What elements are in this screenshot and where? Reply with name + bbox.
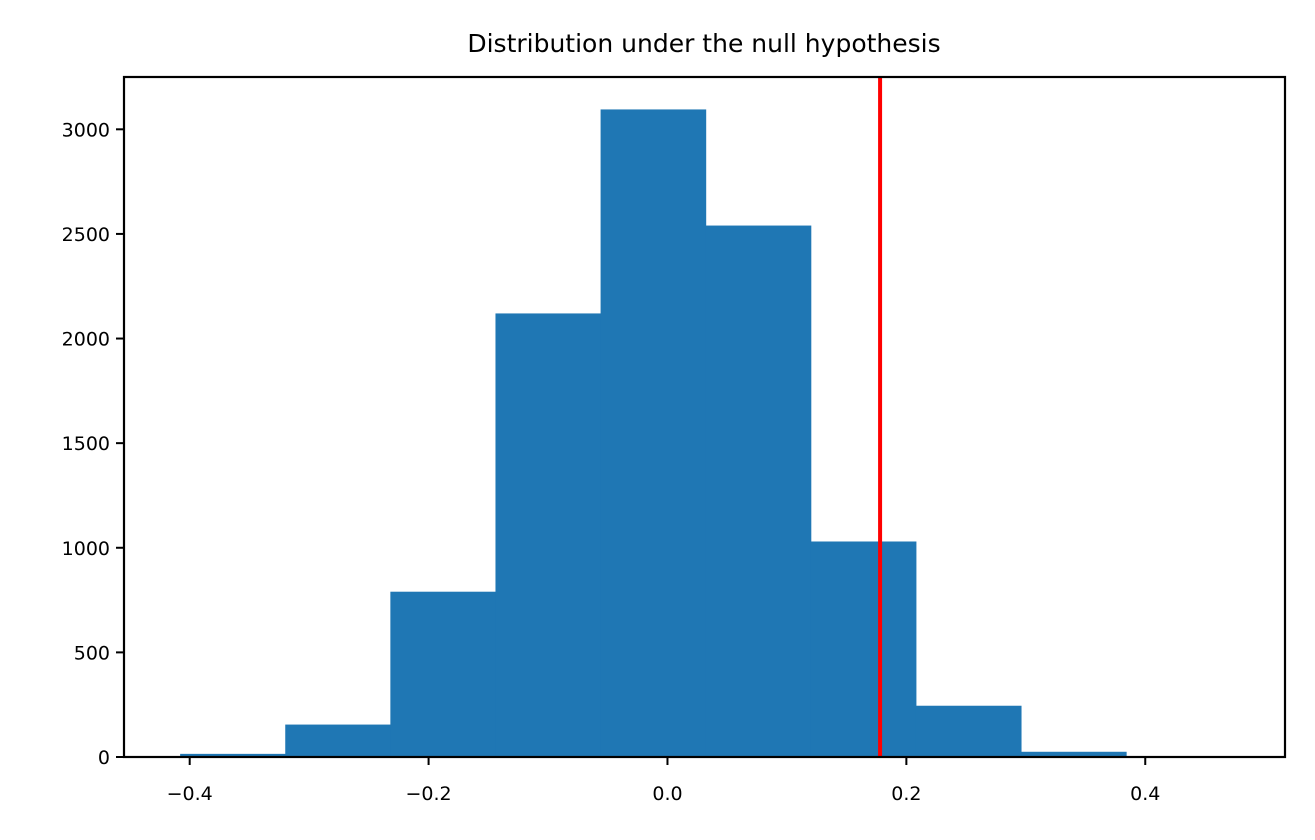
histogram-bar (600, 109, 707, 757)
y-tick-label: 2000 (62, 329, 110, 351)
histogram-bar (390, 591, 496, 757)
axes (122, 75, 1287, 759)
x-tick-label: 0.2 (891, 783, 921, 805)
y-tick-label: 1000 (62, 538, 110, 560)
histogram-bars (180, 109, 1232, 758)
y-tick-label: 3000 (62, 119, 110, 141)
y-tick-label: 500 (74, 642, 110, 664)
histogram-bar (180, 753, 286, 757)
x-tick-label: −0.4 (167, 783, 213, 805)
x-tick-label: 0.4 (1130, 783, 1160, 805)
histogram-bar (810, 541, 917, 757)
histogram-bar (1021, 751, 1127, 757)
histogram-bar (705, 225, 812, 758)
x-tick-label: −0.2 (406, 783, 452, 805)
y-tick-label: 1500 (62, 433, 110, 455)
x-tick-label: 0.0 (652, 783, 682, 805)
x-axis-ticks: −0.4 −0.2 0.0 0.2 0.4 (167, 757, 1160, 805)
chart-title: Distribution under the null hypothesis (467, 29, 940, 58)
histogram-bar (495, 313, 602, 757)
histogram-bar (285, 724, 391, 757)
plot-frame (122, 75, 1287, 759)
y-tick-label: 2500 (62, 224, 110, 246)
histogram-bar (915, 705, 1022, 757)
y-axis-ticks: 0 500 1000 1500 2000 2500 3000 (62, 119, 124, 769)
y-tick-label: 0 (98, 747, 110, 769)
